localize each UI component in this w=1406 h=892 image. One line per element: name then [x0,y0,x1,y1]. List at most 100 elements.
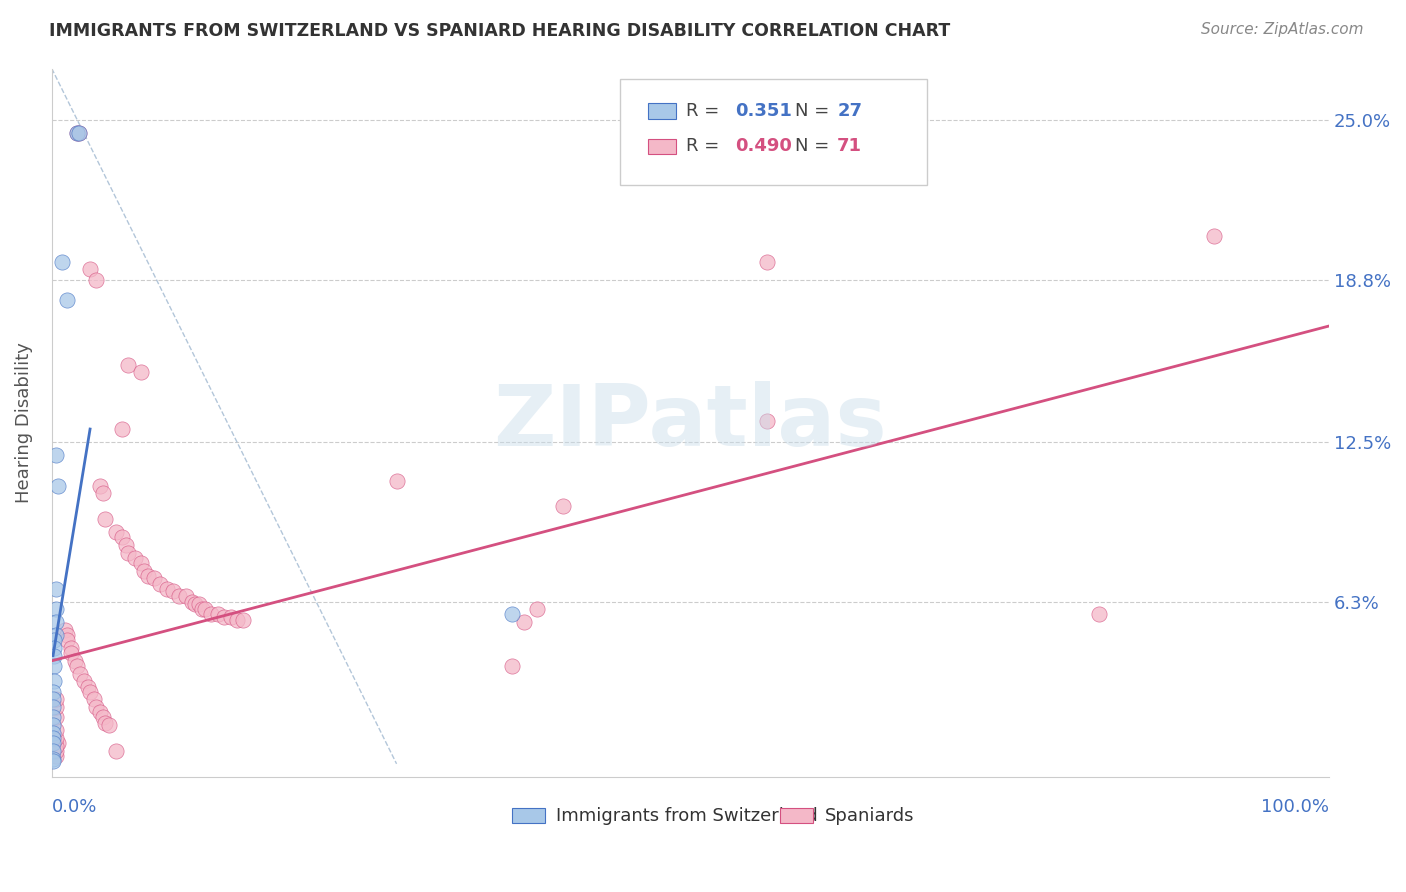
Text: ZIPatlas: ZIPatlas [494,381,887,464]
Point [1088,607,1111,622]
Point [66,659,89,673]
Point [45,448,67,462]
Point [184,597,207,611]
Point [67,126,90,140]
Point [129,556,152,570]
Point [124,550,146,565]
Point [91,486,114,500]
Text: 71: 71 [837,137,862,155]
Point [45,628,67,642]
Point [219,610,242,624]
Point [51,254,73,268]
Point [200,607,222,622]
Point [86,273,108,287]
Point [142,571,165,585]
Point [94,715,117,730]
Point [45,739,67,753]
Point [755,254,778,268]
Point [45,700,67,714]
Text: R =: R = [686,102,725,120]
Point [187,597,209,611]
Point [181,594,204,608]
Point [45,744,67,758]
Point [44,659,66,673]
Point [89,706,111,720]
Point [42,726,65,740]
Text: Source: ZipAtlas.com: Source: ZipAtlas.com [1201,22,1364,37]
Point [42,736,65,750]
Point [232,613,254,627]
Text: R =: R = [686,137,725,155]
Point [42,744,65,758]
Point [89,479,111,493]
Point [104,524,127,539]
Point [45,731,67,745]
Point [42,754,65,768]
Point [42,710,65,724]
Point [79,262,101,277]
Point [42,692,65,706]
Point [136,569,159,583]
Point [56,293,79,308]
Point [79,684,101,698]
Text: 27: 27 [837,102,862,120]
Point [132,564,155,578]
Text: 0.351: 0.351 [735,102,792,120]
Point [45,602,67,616]
Point [385,474,408,488]
FancyBboxPatch shape [780,808,814,823]
FancyBboxPatch shape [512,808,546,823]
Point [46,479,69,493]
Point [59,640,82,655]
Point [91,710,114,724]
Point [111,422,134,436]
Point [73,674,96,689]
Point [104,744,127,758]
Point [45,582,67,596]
Point [98,718,121,732]
Point [63,654,86,668]
Point [1202,228,1225,243]
Point [45,692,67,706]
Point [42,700,65,714]
Point [83,692,105,706]
Point [501,607,523,622]
Point [44,640,66,655]
Point [156,582,179,596]
Point [117,546,139,560]
Point [42,684,65,698]
Point [174,590,197,604]
Point [45,710,67,724]
Text: 0.0%: 0.0% [52,798,97,816]
Point [53,623,76,637]
Point [56,633,79,648]
Point [69,666,91,681]
Point [42,731,65,745]
Point [67,126,90,140]
Point [212,610,235,624]
Point [111,530,134,544]
Point [46,736,69,750]
Point [44,633,66,648]
Point [86,700,108,714]
Y-axis label: Hearing Disability: Hearing Disability [15,343,32,503]
Point [526,602,548,616]
Point [149,576,172,591]
Point [194,602,217,616]
Point [42,752,65,766]
Point [501,659,523,673]
Point [76,680,98,694]
Point [44,648,66,663]
Point [117,358,139,372]
Text: N =: N = [794,102,835,120]
Text: IMMIGRANTS FROM SWITZERLAND VS SPANIARD HEARING DISABILITY CORRELATION CHART: IMMIGRANTS FROM SWITZERLAND VS SPANIARD … [49,22,950,40]
Point [94,512,117,526]
Point [755,414,778,428]
Point [42,718,65,732]
Point [226,613,249,627]
Point [66,126,89,140]
Point [551,500,574,514]
Point [45,749,67,764]
Point [56,628,79,642]
Point [45,615,67,630]
